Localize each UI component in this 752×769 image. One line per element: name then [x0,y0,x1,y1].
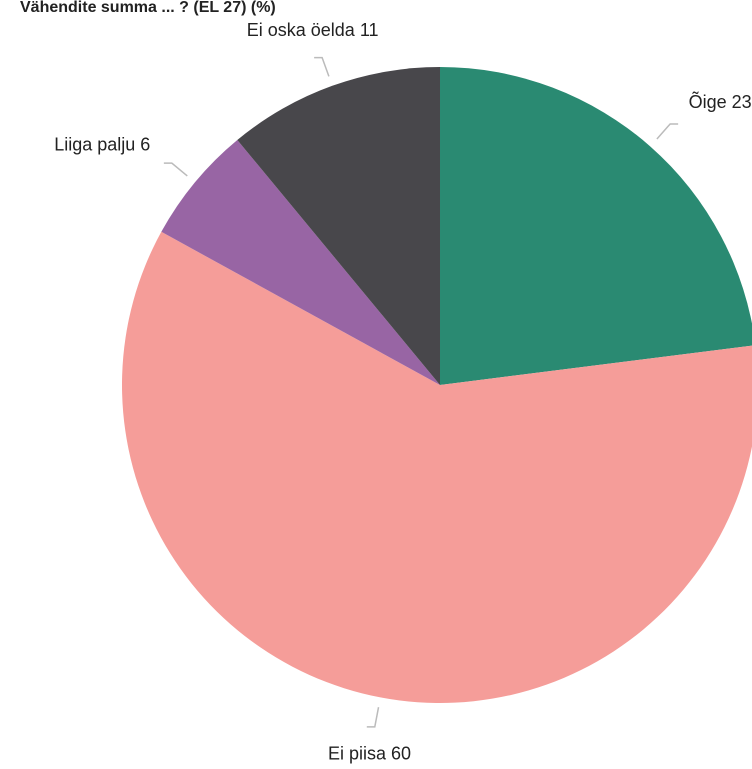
label-name: Õige [689,91,727,112]
data-label: Liiga palju 6 [54,134,150,154]
data-label: Ei oska öelda 11 [247,20,379,40]
pie-slice [122,231,752,703]
data-label: Ei piisa 60 [328,743,411,763]
pie-slice [161,139,440,385]
leader-line [366,707,380,728]
leader-line [163,162,188,177]
leader-line [314,56,330,77]
data-label: Õige 23 [689,91,752,112]
pie-slice [237,66,440,385]
label-value: 11 [360,20,379,40]
chart-title: Vähendite summa ... ? (EL 27) (%) [20,0,276,16]
label-value: 60 [391,743,411,763]
label-name: Ei piisa [328,743,387,763]
label-name: Liiga palju [54,134,135,154]
leader-line [656,123,679,140]
label-name: Ei oska öelda [247,20,356,40]
pie-slice [440,67,752,385]
label-value: 23 [732,92,752,112]
label-value: 6 [140,134,150,154]
